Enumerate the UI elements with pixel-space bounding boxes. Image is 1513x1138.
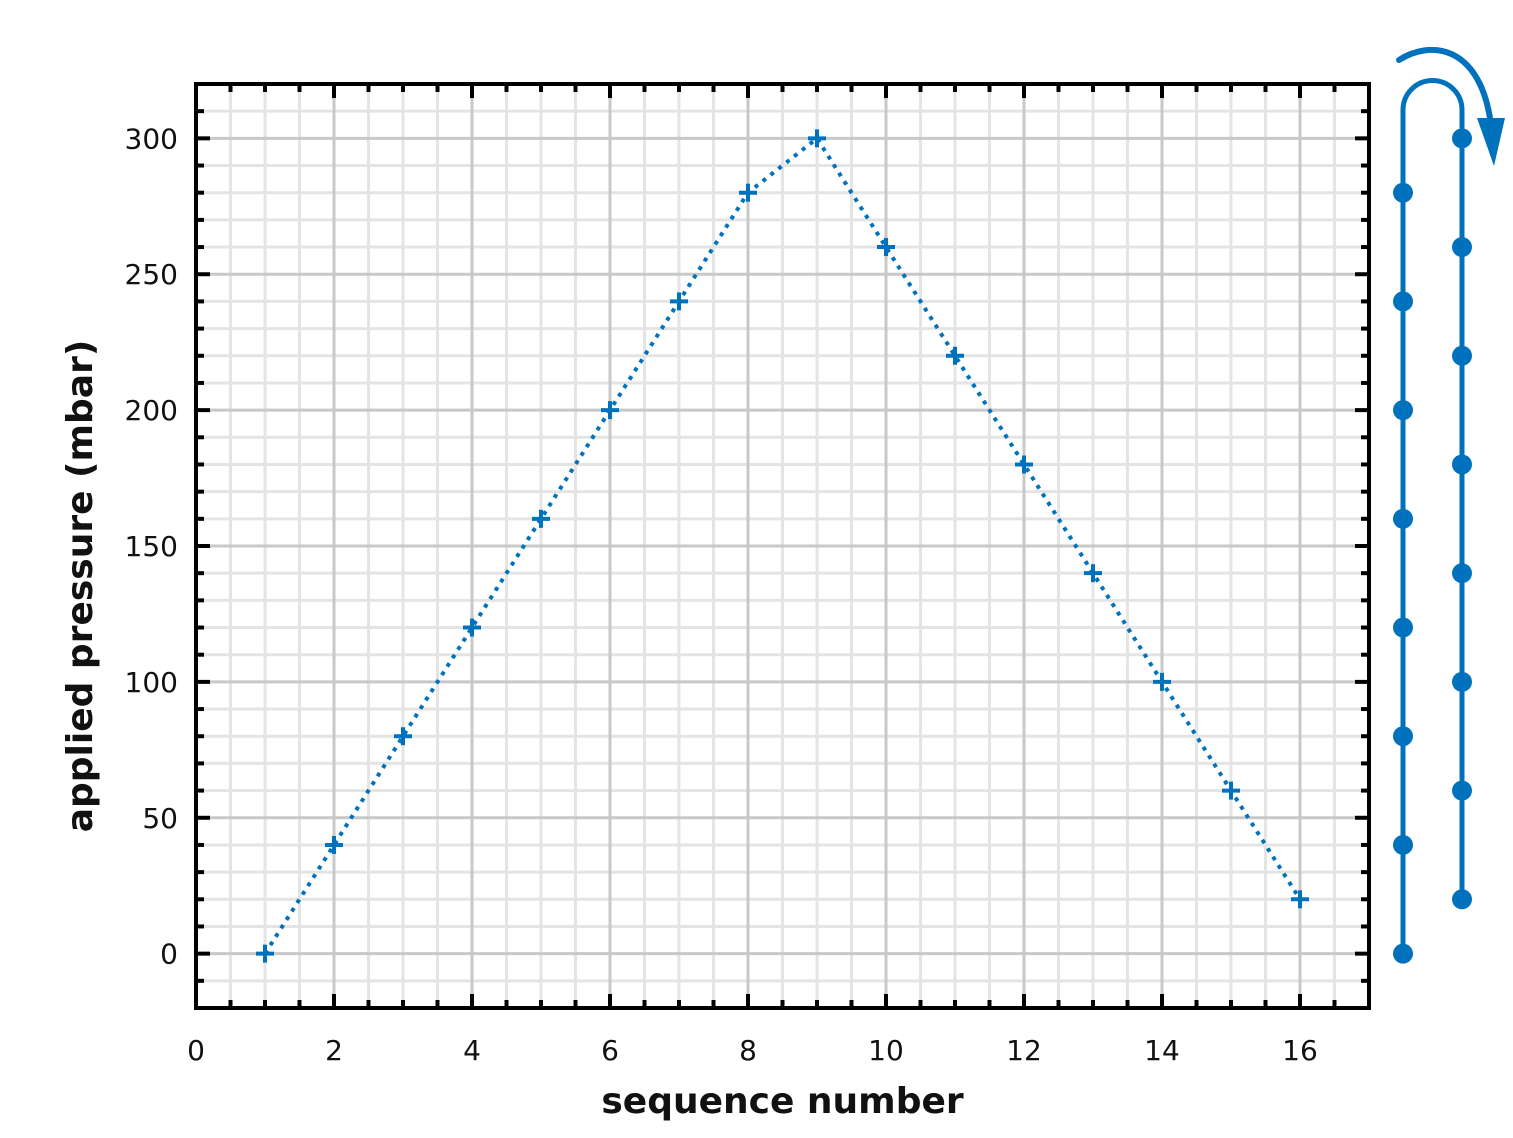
- major-grid: [194, 84, 1369, 1008]
- ascending-level-dot: [1393, 182, 1413, 203]
- pressure-sequence-schematic: [1393, 46, 1505, 964]
- data-point-marker: [877, 238, 895, 257]
- series-markers: [256, 129, 1309, 963]
- y-axis-label: applied pressure (mbar): [60, 340, 101, 833]
- y-tick-label: 150: [125, 530, 178, 563]
- ascending-level-dot: [1393, 400, 1413, 421]
- ascending-level-dot: [1393, 508, 1413, 529]
- descending-level-dot: [1452, 889, 1472, 910]
- descending-level-dot: [1452, 454, 1472, 475]
- descending-level-dot: [1452, 237, 1472, 258]
- descending-level-dot: [1452, 563, 1472, 584]
- x-tick-label: 0: [187, 1034, 205, 1067]
- data-point-marker: [463, 618, 481, 637]
- data-point-marker: [1222, 781, 1240, 800]
- plot-frame: [194, 82, 1371, 1010]
- y-tick-label: 0: [160, 938, 178, 971]
- ascending-level-dot: [1393, 617, 1413, 638]
- ascending-level-dot: [1393, 291, 1413, 312]
- ascending-level-dot: [1393, 943, 1413, 964]
- data-point-marker: [808, 129, 826, 148]
- x-tick-label: 8: [739, 1034, 757, 1067]
- data-point-marker: [256, 944, 274, 963]
- x-tick-label: 12: [1006, 1034, 1042, 1067]
- direction-arrow-head: [1477, 118, 1505, 166]
- data-point-marker: [394, 727, 412, 746]
- y-tick-label: 100: [125, 666, 178, 699]
- y-tick-label: 50: [142, 802, 178, 835]
- data-point-marker: [1084, 564, 1102, 583]
- data-point-marker: [670, 292, 688, 311]
- x-axis-label: sequence number: [601, 1081, 964, 1122]
- x-tick-label: 4: [463, 1034, 481, 1067]
- x-tick-label: 6: [601, 1034, 619, 1067]
- data-point-marker: [1015, 455, 1033, 474]
- x-tick-labels: 0 2 4 6 8 10 12 14 16: [187, 1034, 1318, 1067]
- x-tick-label: 2: [325, 1034, 343, 1067]
- x-tick-label: 16: [1282, 1034, 1318, 1067]
- ascending-level-dot: [1393, 834, 1413, 855]
- data-point-marker: [601, 401, 619, 420]
- y-tick-label: 250: [125, 258, 178, 291]
- data-point-marker: [946, 346, 964, 365]
- x-tick-label: 10: [868, 1034, 904, 1067]
- data-point-marker: [325, 835, 343, 854]
- data-point-marker: [1153, 672, 1171, 691]
- direction-arrow-curve: [1396, 46, 1493, 121]
- y-tick-label: 200: [125, 394, 178, 427]
- descending-level-dot: [1452, 671, 1472, 692]
- series-line: [263, 135, 1302, 955]
- ascending-level-dot: [1393, 726, 1413, 747]
- data-point-marker: [739, 183, 757, 202]
- data-point-marker: [1291, 890, 1309, 909]
- data-point-marker: [532, 509, 550, 528]
- y-tick-labels: 0 50 100 150 200 250 300: [125, 122, 178, 970]
- descending-level-dot: [1452, 128, 1472, 149]
- schematic-path: [1400, 78, 1465, 954]
- x-tick-label: 14: [1144, 1034, 1180, 1067]
- descending-level-dot: [1452, 345, 1472, 366]
- y-tick-label: 300: [125, 122, 178, 155]
- descending-level-dot: [1452, 780, 1472, 801]
